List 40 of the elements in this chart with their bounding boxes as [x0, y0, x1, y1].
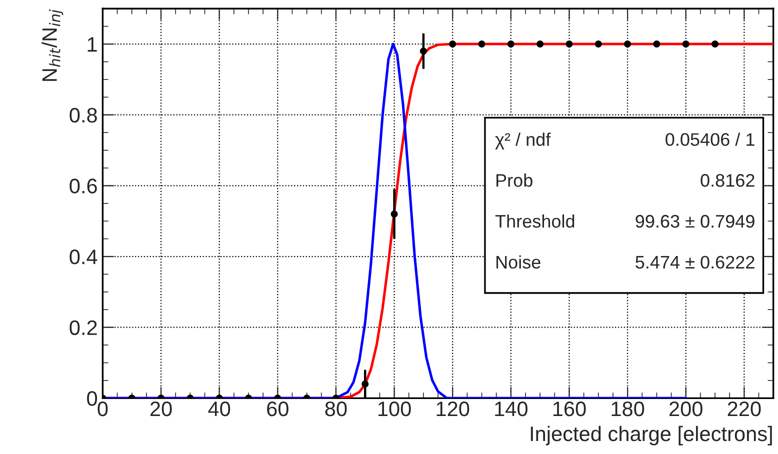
x-axis-title: Injected charge [electrons] [530, 426, 772, 446]
y-tick-label: 0.4 [70, 250, 98, 264]
y-tick-label: 0.6 [70, 178, 97, 194]
point [624, 40, 632, 48]
x-tick-label: 140 [495, 401, 528, 416]
y-tick-label: 0.2 [70, 320, 97, 336]
point [594, 40, 602, 48]
x-tick-label: 200 [670, 401, 702, 416]
point [682, 40, 690, 48]
x-tick-label: 120 [436, 401, 470, 416]
point [390, 210, 398, 218]
x-tick-label: 220 [728, 401, 761, 416]
annotation: 99.63 ± 0.7949 [636, 214, 754, 228]
x-tick-label: 180 [612, 401, 644, 416]
x-tick-label: 20 [150, 401, 172, 416]
annotation: 5.474 ± 0.6222 [636, 256, 754, 269]
point [566, 40, 573, 48]
point [536, 40, 544, 48]
point [507, 40, 514, 48]
x-tick-label: 100 [378, 401, 411, 416]
annotation: Noise [496, 255, 540, 269]
x-tick-label: 40 [208, 401, 230, 416]
y-tick-label: 1 [88, 37, 97, 52]
x-tick-label: 80 [325, 401, 347, 416]
x-tick-label: 0 [98, 401, 108, 416]
annotation: Prob [496, 174, 532, 187]
point [449, 40, 456, 48]
x-tick-label: 160 [553, 401, 586, 416]
y-tick-label: 0.8 [70, 108, 97, 123]
point [478, 40, 486, 48]
y-tick-label: 0 [87, 391, 98, 406]
x-tick-label: 60 [267, 401, 288, 416]
point [653, 40, 660, 48]
annotation: χ² / ndf [495, 132, 551, 150]
point [712, 40, 719, 48]
annotation: 0.05406 / 1 [666, 132, 754, 146]
point [420, 48, 427, 55]
annotation: Threshold [495, 214, 574, 228]
y-axis-title: N$_{hit}$/N$_{inj}$ [42, 9, 64, 81]
annotation: 0.8162 [700, 174, 754, 187]
